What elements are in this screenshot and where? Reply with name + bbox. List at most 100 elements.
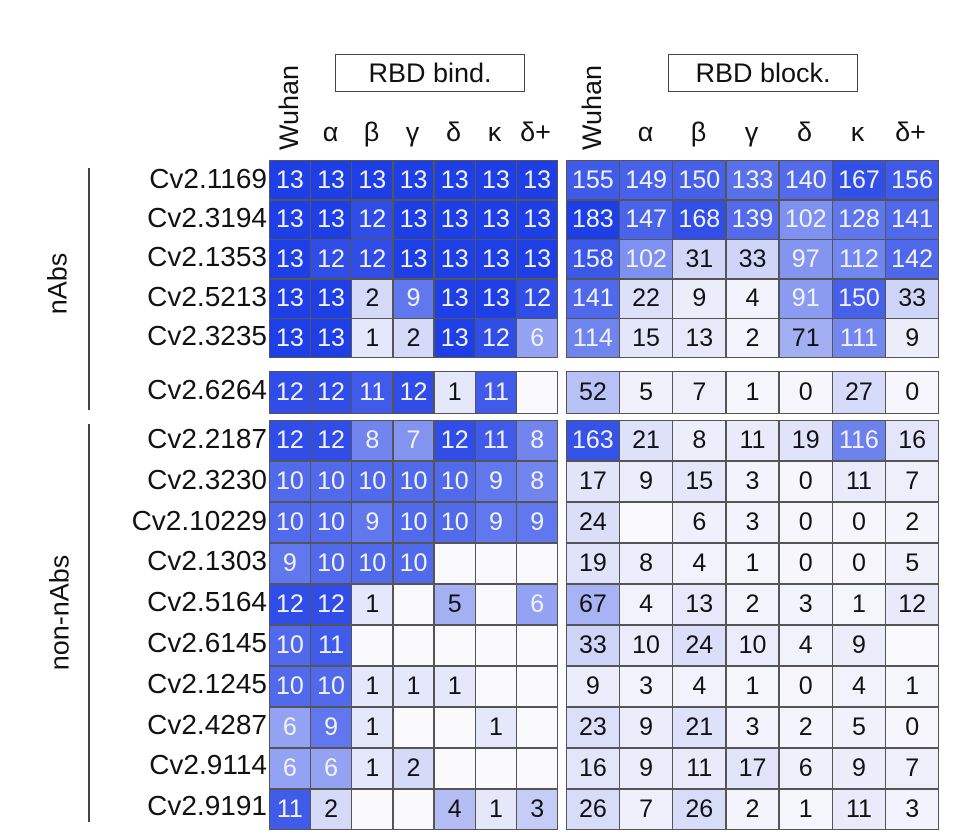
group-bar-nabs — [88, 168, 90, 410]
heatmap-cell: 15 — [673, 461, 726, 502]
heatmap-cell: 7 — [393, 421, 434, 461]
heatmap-cell: 9 — [311, 707, 351, 748]
heatmap-cell — [393, 789, 434, 829]
column-header: δ — [796, 117, 813, 147]
heatmap-cell: 12 — [886, 584, 938, 625]
heatmap-cell — [476, 584, 516, 625]
row-label: Cv2.6145 — [147, 627, 267, 658]
heatmap-cell: 12 — [352, 200, 393, 239]
heatmap-cell: 10 — [311, 502, 351, 543]
heatmap-cell: 13 — [393, 240, 434, 278]
heatmap-cell: 5 — [833, 707, 885, 748]
heatmap-cell: 11 — [270, 789, 310, 829]
heatmap-cell: 10 — [270, 666, 310, 707]
heatmap-cell — [476, 543, 516, 584]
column-header: α — [322, 117, 339, 147]
heatmap-cell: 139 — [726, 200, 779, 239]
heatmap-cell: 13 — [393, 200, 434, 239]
heatmap-cell: 4 — [673, 543, 726, 584]
heatmap-cell: 10 — [434, 461, 475, 502]
heatmap-cell: 158 — [567, 240, 619, 278]
heatmap-cell: 10 — [393, 502, 434, 543]
heatmap-cell: 141 — [886, 200, 938, 239]
heatmap-cell: 11 — [476, 421, 516, 461]
heatmap-cell: 12 — [476, 319, 516, 357]
heatmap-cell — [517, 666, 557, 707]
heatmap-cell: 0 — [886, 707, 938, 748]
heatmap-cell: 9 — [352, 502, 393, 543]
heatmap-cell: 6 — [517, 319, 557, 357]
heatmap-cell: 2 — [393, 748, 434, 789]
panel-title-bind: RBD bind. — [335, 54, 525, 92]
heatmap-cell — [393, 584, 434, 625]
heatmap-cell: 114 — [567, 319, 619, 357]
heatmap-cell: 2 — [352, 279, 393, 318]
heatmap-cell: 9 — [270, 543, 310, 584]
heatmap-cell: 10 — [393, 461, 434, 502]
heatmap-cell: 11 — [311, 625, 351, 666]
heatmap-cell: 26 — [673, 789, 726, 829]
heatmap-cell: 163 — [567, 421, 619, 461]
heatmap-cell: 91 — [779, 279, 832, 318]
heatmap-cell: 15 — [620, 319, 672, 357]
heatmap-cell: 11 — [833, 461, 885, 502]
heatmap-cell: 8 — [352, 421, 393, 461]
heatmap-cell: 31 — [673, 240, 726, 278]
column-header: δ+ — [895, 117, 926, 147]
heatmap-cell: 11 — [833, 789, 885, 829]
heatmap-cell: 6 — [673, 502, 726, 543]
heatmap-cell: 6 — [779, 748, 832, 789]
heatmap-cell: 150 — [673, 161, 726, 199]
heatmap-cell: 13 — [434, 319, 475, 357]
heatmap-block-block: 163 21 8 11 19 116 16 17 9 15 3 0 11 7 24 6 3 0 0 2 19 8 4 1 0 0 5… — [566, 420, 939, 830]
heatmap-cell: 12 — [311, 372, 351, 413]
heatmap-cell: 4 — [833, 666, 885, 707]
heatmap-cell: 13 — [270, 200, 310, 239]
heatmap-cell: 147 — [620, 200, 672, 239]
heatmap-cell: 150 — [833, 279, 885, 318]
heatmap-cell: 33 — [726, 240, 779, 278]
heatmap-cell: 13 — [270, 161, 310, 199]
group-label-nabs: nAbs — [42, 252, 73, 315]
heatmap-cell: 8 — [517, 421, 557, 461]
heatmap-cell: 9 — [620, 748, 672, 789]
column-header: γ — [405, 117, 420, 147]
heatmap-cell: 167 — [833, 161, 885, 199]
heatmap-cell: 33 — [886, 279, 938, 318]
heatmap-cell: 10 — [620, 625, 672, 666]
heatmap-cell: 9 — [673, 279, 726, 318]
heatmap-cell: 1 — [352, 584, 393, 625]
heatmap-cell: 7 — [886, 748, 938, 789]
heatmap-cell — [434, 543, 475, 584]
heatmap-cell: 149 — [620, 161, 672, 199]
heatmap-block-bind: 12 12 8 7 12 11 8 10 10 10 10 10 9 8 10 10 9 10 10 9 9 9 10 10 1… — [269, 420, 558, 830]
heatmap-cell: 2 — [726, 319, 779, 357]
column-header: β — [363, 117, 380, 147]
heatmap-cell: 12 — [517, 279, 557, 318]
column-header: Wuhan — [273, 64, 304, 150]
heatmap-cell: 10 — [311, 543, 351, 584]
row-label: Cv2.6264 — [147, 374, 267, 405]
column-header: β — [690, 117, 707, 147]
heatmap-cell: 6 — [517, 584, 557, 625]
heatmap-cell: 168 — [673, 200, 726, 239]
heatmap-cell: 17 — [726, 748, 779, 789]
heatmap-cell: 23 — [567, 707, 619, 748]
column-header: δ+ — [520, 117, 551, 147]
heatmap-cell: 155 — [567, 161, 619, 199]
heatmap-cell: 10 — [270, 502, 310, 543]
column-header: Wuhan — [576, 64, 607, 150]
heatmap-cell: 10 — [311, 666, 351, 707]
heatmap-cell: 0 — [833, 543, 885, 584]
heatmap-cell: 140 — [779, 161, 832, 199]
heatmap-cell — [476, 748, 516, 789]
heatmap-cell: 102 — [620, 240, 672, 278]
heatmap-cell: 17 — [567, 461, 619, 502]
heatmap-cell: 0 — [779, 461, 832, 502]
heatmap-cell: 1 — [352, 319, 393, 357]
heatmap-cell: 9 — [476, 502, 516, 543]
heatmap-cell: 9 — [886, 319, 938, 357]
heatmap-cell: 9 — [393, 279, 434, 318]
heatmap-cell: 0 — [779, 543, 832, 584]
heatmap-cell: 1 — [833, 584, 885, 625]
